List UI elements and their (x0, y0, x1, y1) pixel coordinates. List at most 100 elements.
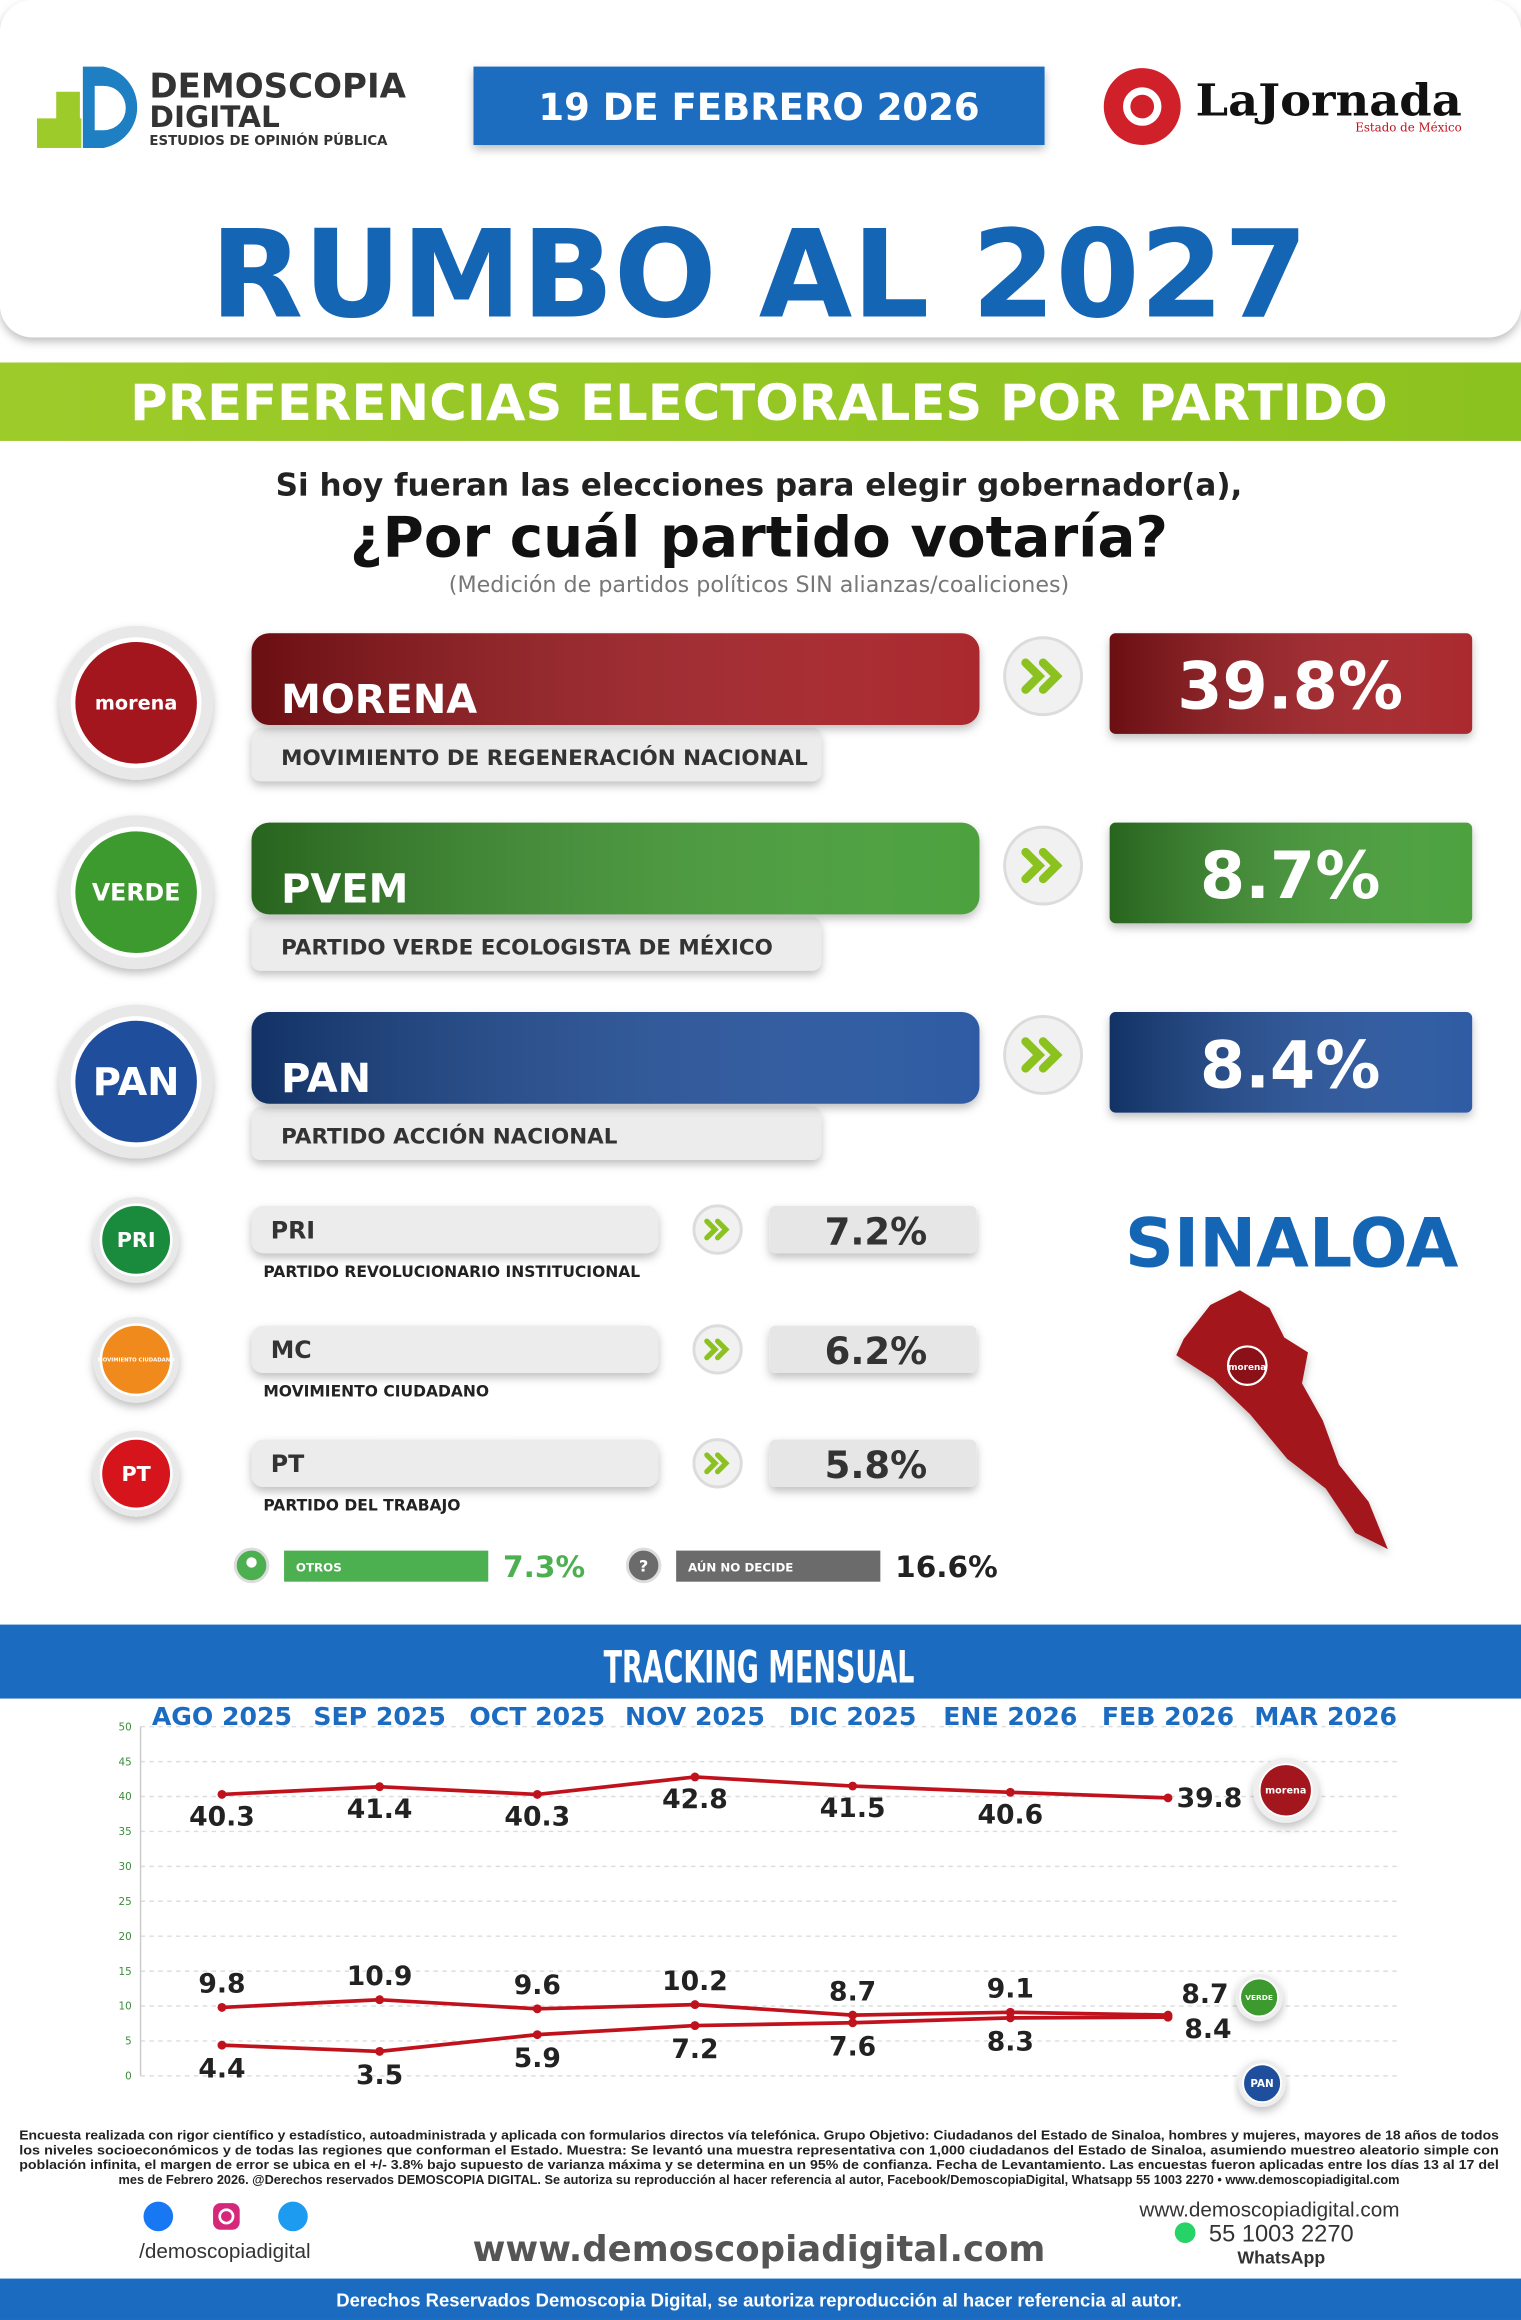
party-value: 5.8% (825, 1444, 928, 1487)
series-point (848, 2010, 858, 2020)
others-bar (284, 1550, 489, 1582)
partner-edition: Estado de México (1355, 121, 1462, 135)
logo-block (56, 91, 80, 122)
tracking-band (0, 1624, 1521, 1699)
arrow-chevrons (1021, 847, 1063, 884)
party-logo (70, 1016, 202, 1147)
others-value: 16.6% (895, 1550, 998, 1584)
legend-label: PAN (1250, 2078, 1273, 2090)
series-point (690, 2021, 700, 2031)
brand-2: DIGITAL (149, 100, 280, 134)
website[interactable]: www.demoscopiadigital.com (473, 2229, 1046, 2270)
party-logo-text: MOVIMIENTO CIUDADANO (97, 1358, 175, 1364)
data-label: 42.8 (662, 1784, 728, 1815)
y-tick-label: 0 (125, 2071, 132, 2083)
party-name: PRI (271, 1216, 315, 1244)
data-label: 10.9 (347, 1961, 413, 1992)
value-box (769, 1439, 977, 1487)
series-point (690, 1772, 700, 1782)
party-full-name: PARTIDO VERDE ECOLOGISTA DE MÉXICO (281, 934, 773, 960)
data-label: 41.5 (820, 1793, 886, 1824)
legend-badge (1242, 2063, 1282, 2104)
party-value: 8.7% (1200, 839, 1381, 914)
contact-web: www.demoscopiadigital.com (1138, 2198, 1399, 2221)
x-tick-label: MAR 2026 (1254, 1702, 1397, 1731)
instagram-lens (218, 2208, 235, 2225)
party-name: PAN (281, 1056, 371, 1102)
party-logo (99, 1203, 173, 1277)
series-point (217, 2040, 227, 2050)
party-logo-text: morena (95, 692, 177, 715)
party-bar-shade (251, 633, 980, 726)
series-point (375, 2046, 385, 2056)
plate (251, 1106, 822, 1160)
data-label: 8.4 (1184, 2014, 1231, 2045)
y-tick-label: 20 (119, 1931, 132, 1943)
arrow-chevrons (704, 1338, 730, 1361)
others-bar (676, 1550, 881, 1582)
series-point (690, 2000, 700, 2010)
x-tick-label: FEB 2026 (1102, 1702, 1234, 1731)
series-point (217, 1789, 227, 1799)
subtitle-band (0, 362, 1521, 441)
others-value: 7.3% (503, 1550, 585, 1584)
data-label: 7.2 (671, 2034, 718, 2065)
legend-badge (1258, 1763, 1313, 1818)
party-full-name: PARTIDO DEL TRABAJO (263, 1497, 460, 1515)
arrow-chevrons (704, 1218, 730, 1241)
y-tick-label: 50 (119, 1721, 132, 1733)
party-value: 8.4% (1200, 1029, 1381, 1104)
question-note: (Medición de partidos políticos SIN alia… (449, 572, 1069, 598)
party-logo-text: PAN (93, 1060, 180, 1105)
rights: Derechos Reservados Demoscopia Digital, … (336, 2290, 1181, 2311)
data-label: 4.4 (198, 2054, 245, 2085)
instagram-icon[interactable] (213, 2203, 240, 2230)
party-value: 39.8% (1177, 650, 1403, 725)
others-label: AÚN NO DECIDE (688, 1559, 793, 1574)
party-name: MC (271, 1336, 312, 1364)
party-logo-text: PRI (117, 1228, 156, 1252)
series-point (1163, 2012, 1173, 2022)
others-label: OTROS (296, 1560, 342, 1574)
value-box-shade (1109, 633, 1473, 734)
plate (251, 917, 822, 971)
party-bar-shade (251, 1012, 980, 1104)
y-tick-label: 5 (125, 2036, 132, 2048)
facebook-icon[interactable] (143, 2201, 174, 2232)
series-point (375, 1782, 385, 1792)
data-label: 8.7 (829, 1976, 876, 2007)
series-point (375, 1995, 385, 2005)
legend-label: VERDE (1245, 1993, 1273, 2002)
party-logo (70, 826, 202, 958)
subtitle: PREFERENCIAS ELECTORALES POR PARTIDO (130, 373, 1388, 432)
value-box (769, 1325, 977, 1374)
disclaimer-line: población infinita, el margen de error s… (19, 2157, 1499, 2172)
value-box-shade (1109, 822, 1473, 924)
data-label: 9.1 (987, 1974, 1034, 2005)
main-title: RUMBO AL 2027 (210, 204, 1308, 346)
data-label: 40.3 (504, 1801, 570, 1832)
twitter-icon[interactable] (278, 2201, 308, 2232)
x-tick-label: NOV 2025 (625, 1702, 765, 1731)
brand: DEMOSCOPIA (149, 67, 406, 107)
line-chart: 0 5 10 15 20 25 30 35 40 45 50 AGO 2025 SEP 2025 OCT … (119, 1702, 1399, 2107)
series-point (1163, 1793, 1173, 1803)
data-label: 8.3 (987, 2026, 1034, 2057)
plate (251, 1205, 659, 1254)
y-tick-label: 25 (119, 1896, 132, 1908)
party-value: 6.2% (825, 1330, 928, 1373)
rights-band (0, 2278, 1521, 2320)
y-tick-label: 15 (119, 1966, 132, 1978)
logo-d (82, 66, 138, 148)
chart-title: TRACKING MENSUAL (604, 1642, 915, 1693)
legend-badge (1239, 1977, 1279, 2018)
date-box (473, 66, 1045, 146)
data-label: 8.7 (1181, 1979, 1228, 2010)
question-line-2: ¿Por cuál partido votaría? (350, 505, 1168, 570)
party-name: MORENA (281, 677, 477, 723)
partner-sun-dot (1130, 94, 1155, 119)
party-full-name: MOVIMIENTO CIUDADANO (263, 1383, 489, 1401)
arrow-chevrons (704, 1452, 730, 1475)
arrow-chevrons (1021, 1037, 1063, 1073)
